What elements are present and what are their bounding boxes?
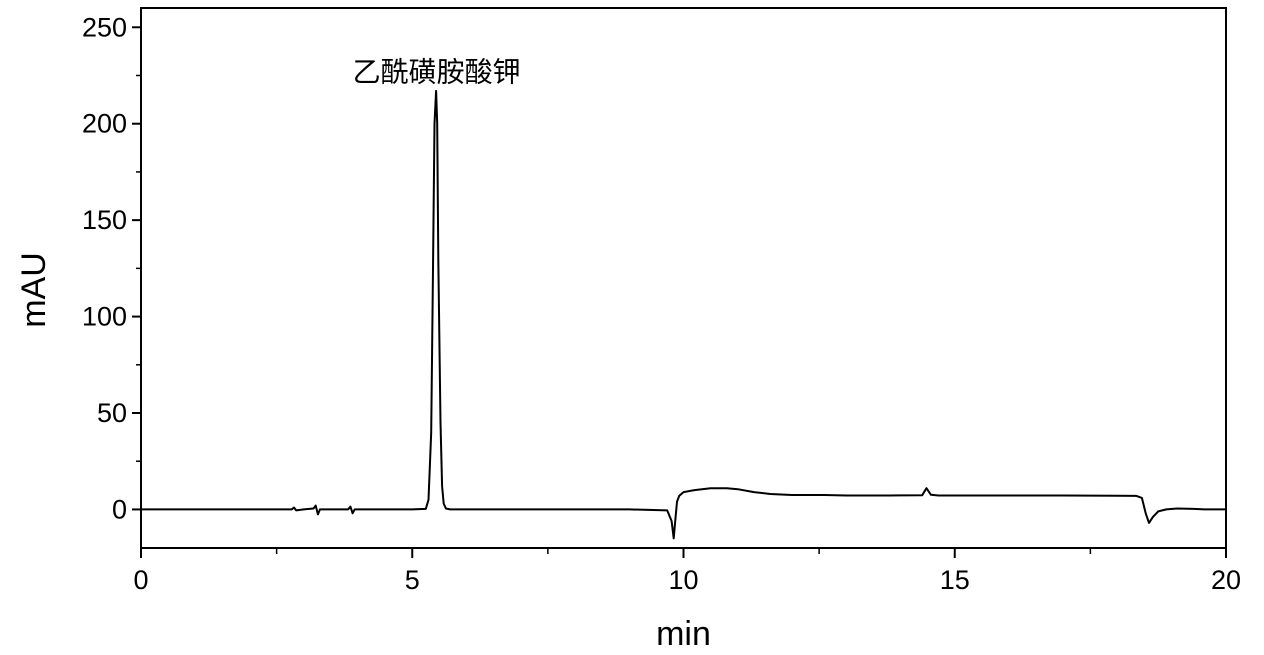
chromatogram-trace [141, 89, 1226, 540]
x-axis-title: min [656, 615, 711, 653]
x-axis: 0 5 10 15 20 [133, 548, 1241, 595]
x-tick-label: 0 [133, 565, 148, 595]
y-tick-label: 150 [82, 205, 127, 235]
y-tick-label: 0 [112, 494, 127, 524]
plot-frame [140, 7, 1227, 549]
y-tick-label: 200 [82, 109, 127, 139]
x-tick-label: 15 [940, 565, 970, 595]
y-tick-label: 100 [82, 302, 127, 332]
y-tick-label: 250 [82, 12, 127, 42]
peak-annotation: 乙酰磺胺酸钾 [353, 55, 521, 88]
x-tick-label: 10 [668, 565, 698, 595]
x-tick-label: 20 [1211, 565, 1241, 595]
y-axis-title: mAU [15, 252, 53, 328]
x-tick-label: 5 [405, 565, 420, 595]
y-tick-label: 50 [97, 398, 127, 428]
y-axis: 0 50 100 150 200 250 [82, 12, 141, 524]
